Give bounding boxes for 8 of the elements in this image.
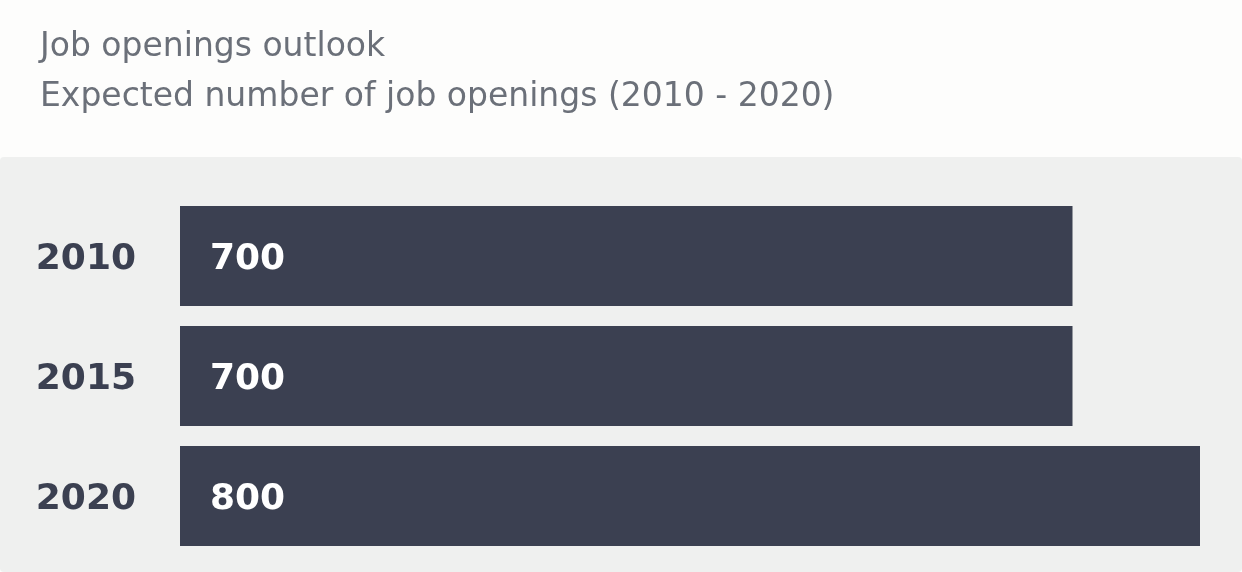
chart-subtitle: Expected number of job openings (2010 - 2020): [40, 74, 835, 116]
chart-title: Job openings outlook: [40, 24, 387, 66]
data-label: 700: [210, 235, 286, 277]
y-tick-label: 2015: [35, 355, 136, 397]
data-label: 800: [210, 475, 286, 517]
y-tick-label: 2020: [35, 475, 136, 517]
data-label: 700: [210, 355, 286, 397]
y-tick-label: 2010: [35, 235, 136, 277]
